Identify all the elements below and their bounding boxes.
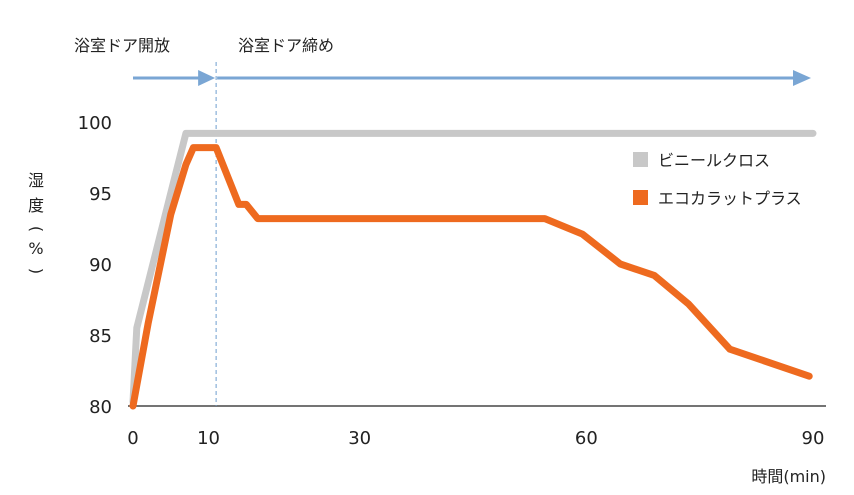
phase1-arrow-head	[198, 70, 216, 86]
y-axis-label-char-1: 湿	[28, 171, 44, 190]
phase2-arrow-head	[793, 70, 811, 86]
x-tick-label: 60	[575, 428, 598, 449]
y-axis-label-char-3: (	[27, 226, 46, 232]
phase2-label: 浴室ドア締め	[238, 36, 334, 55]
x-axis-label: 時間(min)	[751, 467, 826, 486]
y-axis-label: 湿 度 ( % )	[27, 171, 46, 274]
y-tick-label: 95	[89, 184, 112, 205]
plot-area: 80 85 90 95 100 0 10 30 60 90	[78, 62, 826, 449]
series-line-1	[129, 129, 817, 406]
y-tick-label: 80	[89, 397, 112, 418]
x-tick-label: 90	[802, 428, 825, 449]
x-tick-label: 0	[127, 428, 138, 449]
legend-label-1: ビニールクロス	[658, 151, 770, 170]
y-axis-label-char-5: )	[27, 268, 46, 274]
x-tick-label: 30	[348, 428, 371, 449]
x-tick-label: 10	[197, 428, 220, 449]
y-axis-label-char-2: 度	[28, 196, 44, 215]
y-tick-label: 90	[89, 255, 112, 276]
phase1-label: 浴室ドア開放	[74, 36, 170, 55]
legend-swatch-2	[633, 190, 648, 205]
legend-label-2: エコカラットプラス	[658, 189, 802, 208]
y-tick-label: 85	[89, 326, 112, 347]
y-axis-label-char-4: %	[28, 239, 43, 258]
legend-swatch-1	[633, 152, 648, 167]
series-line-2	[129, 144, 813, 410]
y-tick-label: 100	[78, 113, 112, 134]
